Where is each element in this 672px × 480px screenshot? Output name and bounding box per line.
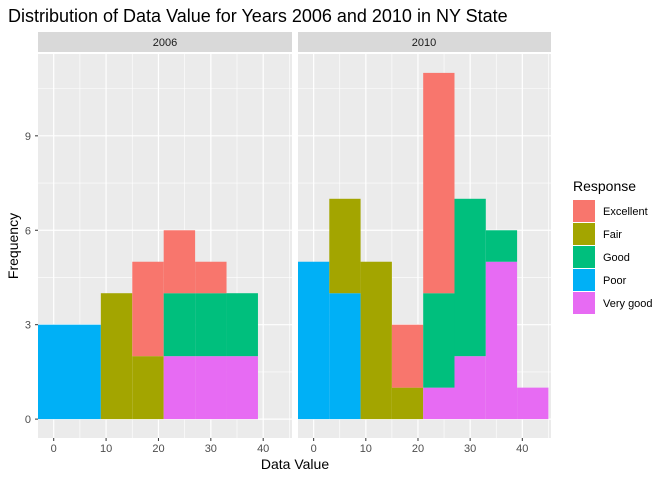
x-tick-label: 10 [360, 443, 372, 455]
bars-2010 [298, 72, 549, 420]
legend-swatch-excellent [573, 200, 595, 222]
y-tick-label: 0 [25, 414, 31, 426]
bar-very-good [163, 356, 196, 420]
bar-good [226, 293, 258, 357]
y-axis: 0 3 6 9 [25, 131, 38, 426]
bar-excellent [132, 261, 164, 357]
bar-good [163, 293, 196, 357]
x-tick-label: 20 [412, 443, 424, 455]
x-axis-title: Data Value [261, 456, 329, 472]
x-tick-label: 30 [205, 443, 217, 455]
legend: Response Excellent Fair Good Poor Very good [573, 178, 653, 314]
legend-label: Very good [603, 298, 653, 310]
bar-good [485, 230, 518, 262]
strip-2006 [38, 32, 292, 52]
x-tick-label: 40 [516, 443, 528, 455]
legend-swatch-good [573, 246, 595, 268]
legend-label: Poor [603, 275, 627, 287]
x-tick-label: 10 [100, 443, 112, 455]
panel-2010: 2010 [298, 32, 551, 438]
legend-swatch-fair [573, 223, 595, 245]
bar-poor [298, 261, 330, 420]
bar-excellent [391, 324, 424, 388]
legend-swatch-poor [573, 269, 595, 291]
bar-fair [100, 293, 133, 420]
x-axis: 0 10 20 30 40 0 10 20 30 40 [51, 438, 528, 455]
bar-fair [329, 198, 361, 294]
y-tick-label: 3 [25, 320, 31, 332]
y-tick-label: 9 [25, 131, 31, 143]
x-tick-label: 40 [257, 443, 269, 455]
bar-very-good [226, 356, 258, 420]
legend-label: Fair [603, 229, 622, 241]
bar-good [195, 293, 227, 357]
y-axis-title: Frequency [5, 213, 21, 279]
panel-2006: 2006 [38, 32, 292, 438]
bar-good [454, 198, 486, 357]
bar-very-good [517, 387, 549, 420]
x-tick-label: 20 [152, 443, 164, 455]
legend-swatch-very-good [573, 292, 595, 314]
legend-label: Good [603, 252, 630, 264]
bar-very-good [454, 356, 486, 420]
bar-fair [132, 356, 164, 420]
x-tick-label: 0 [311, 443, 317, 455]
bar-fair [360, 261, 392, 420]
y-tick-label: 6 [25, 225, 31, 237]
legend-label: Excellent [603, 206, 648, 218]
strip-label-2006: 2006 [153, 37, 177, 49]
bar-excellent [195, 261, 227, 294]
bar-very-good [485, 261, 518, 420]
bar-very-good [195, 356, 227, 420]
bar-very-good [423, 387, 455, 420]
bar-excellent [163, 230, 196, 294]
legend-title: Response [573, 178, 636, 194]
strip-label-2010: 2010 [412, 37, 436, 49]
bar-fair [391, 387, 424, 420]
x-tick-label: 30 [464, 443, 476, 455]
x-tick-label: 0 [51, 443, 57, 455]
bars-2006 [38, 230, 258, 420]
bar-excellent [423, 72, 455, 294]
bar-poor [329, 293, 361, 420]
chart-title: Distribution of Data Value for Years 200… [8, 6, 508, 26]
bar-good [423, 293, 455, 388]
bar-poor [38, 324, 101, 420]
strip-2010 [298, 32, 551, 52]
